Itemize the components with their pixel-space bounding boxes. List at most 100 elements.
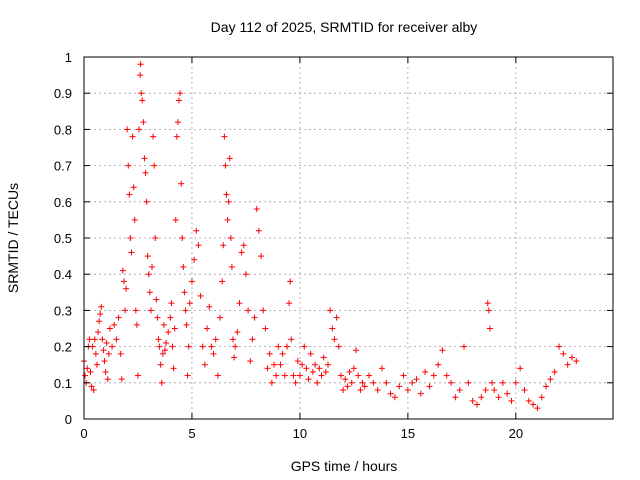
- data-point: [530, 401, 537, 408]
- data-point: [266, 350, 273, 357]
- data-point: [383, 379, 390, 386]
- data-point: [342, 376, 349, 383]
- data-point: [417, 390, 424, 397]
- data-point: [240, 242, 247, 249]
- x-tick-label: 15: [401, 426, 415, 441]
- data-point: [92, 350, 99, 357]
- data-point: [138, 90, 145, 97]
- data-point: [170, 365, 177, 372]
- y-tick-label: 0.4: [54, 267, 72, 282]
- data-point: [100, 347, 107, 354]
- data-point: [359, 379, 366, 386]
- data-point: [111, 321, 118, 328]
- data-point: [355, 372, 362, 379]
- data-point: [127, 235, 134, 241]
- data-point: [249, 336, 256, 343]
- data-point: [171, 325, 178, 332]
- data-point: [131, 216, 138, 223]
- data-point: [119, 267, 126, 274]
- data-point: [167, 314, 174, 321]
- data-point: [191, 256, 198, 263]
- data-point: [182, 307, 189, 314]
- data-point: [489, 379, 496, 386]
- data-point: [222, 162, 229, 169]
- data-point: [97, 311, 104, 318]
- data-point: [210, 350, 217, 357]
- data-point: [478, 394, 485, 401]
- y-tick-label: 0.8: [54, 122, 72, 137]
- data-point: [124, 126, 131, 133]
- data-point: [279, 350, 286, 357]
- data-point: [155, 336, 162, 343]
- data-point: [147, 307, 154, 314]
- data-point: [357, 387, 364, 394]
- data-point: [287, 278, 294, 285]
- data-point: [140, 119, 147, 126]
- data-point: [564, 361, 571, 368]
- data-point: [430, 372, 437, 379]
- data-point: [115, 314, 122, 321]
- data-point: [217, 314, 224, 321]
- data-point: [286, 300, 293, 307]
- data-point: [141, 155, 148, 162]
- data-point: [521, 387, 528, 394]
- data-point: [316, 365, 323, 372]
- data-point: [396, 383, 403, 390]
- data-point: [543, 383, 550, 390]
- data-point: [484, 300, 491, 307]
- data-point: [262, 325, 269, 332]
- data-point: [137, 61, 144, 68]
- data-point: [223, 191, 230, 198]
- y-tick-label: 0.3: [54, 303, 72, 318]
- data-point: [82, 372, 89, 379]
- data-point: [387, 390, 394, 397]
- data-point: [106, 325, 113, 332]
- data-point: [146, 289, 153, 296]
- y-tick-labels: 0 0.1 0.2 0.3 0.4 0.5 0.6 0.7 0.8 0.9 1: [54, 50, 72, 427]
- data-point: [305, 376, 312, 383]
- data-point: [91, 336, 98, 343]
- data-point: [443, 372, 450, 379]
- data-point: [264, 365, 271, 372]
- data-point: [324, 361, 331, 368]
- data-point: [99, 336, 106, 343]
- data-point: [84, 365, 91, 372]
- data-point: [132, 307, 139, 314]
- data-point: [150, 133, 157, 140]
- data-point: [346, 368, 353, 375]
- data-point: [161, 347, 168, 354]
- data-point: [271, 361, 278, 368]
- data-point: [113, 336, 120, 343]
- data-point: [120, 278, 127, 285]
- data-point: [104, 376, 111, 383]
- data-point: [547, 376, 554, 383]
- data-point: [452, 394, 459, 401]
- y-tick-label: 0.7: [54, 159, 72, 174]
- y-tick-label: 0: [65, 412, 72, 427]
- data-point: [109, 343, 116, 350]
- data-point: [183, 321, 190, 328]
- data-point: [229, 336, 236, 343]
- data-point: [173, 133, 180, 140]
- data-point: [348, 379, 355, 386]
- data-point: [512, 379, 519, 386]
- data-point: [136, 126, 143, 133]
- data-point: [568, 354, 575, 361]
- data-point: [165, 329, 172, 336]
- data-point: [126, 191, 133, 198]
- data-point: [361, 383, 368, 390]
- x-tick-label: 5: [188, 426, 195, 441]
- data-point: [275, 343, 282, 350]
- data-point: [288, 336, 295, 343]
- y-tick-label: 0.6: [54, 195, 72, 210]
- data-point: [193, 227, 200, 234]
- data-point: [151, 162, 158, 169]
- data-point: [142, 169, 149, 176]
- data-point: [391, 394, 398, 401]
- y-tick-label: 0.9: [54, 86, 72, 101]
- data-point: [98, 303, 105, 310]
- data-point: [253, 206, 260, 213]
- data-point: [556, 343, 563, 350]
- data-point: [117, 350, 124, 357]
- data-point: [102, 368, 109, 375]
